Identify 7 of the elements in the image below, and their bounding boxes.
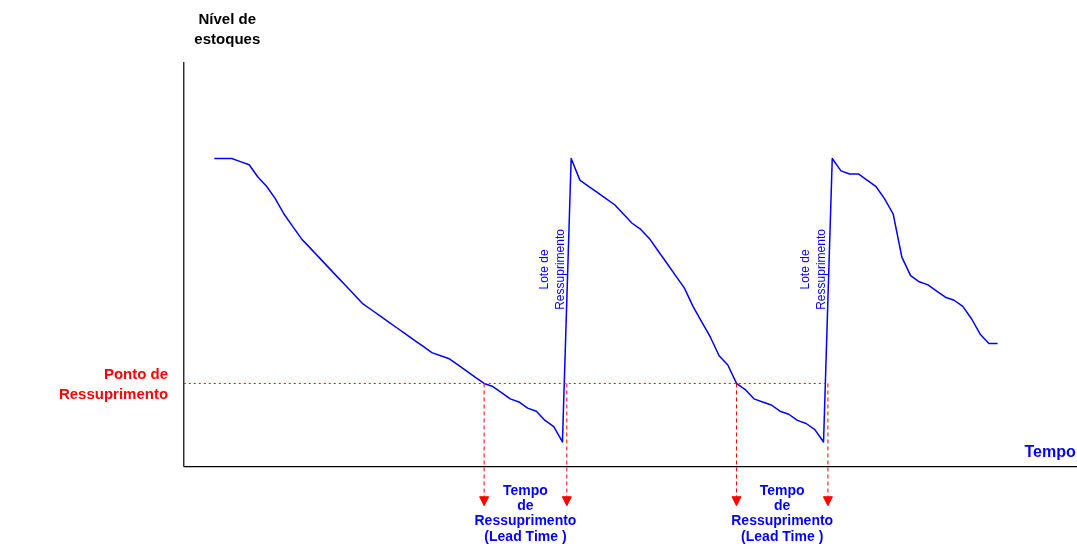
ref-line-label: Ponto de Ressuprimento: [58, 364, 169, 403]
text: Tempo de Ressuprimento (Lead Time ): [474, 482, 577, 544]
annotation: Lote de Ressuprimento: [797, 228, 829, 310]
annotation: Lote de Ressuprimento: [536, 228, 568, 310]
text: Nível de estoques: [194, 9, 261, 48]
x-axis-title: Tempo: [1024, 443, 1076, 461]
text: Tempo de Ressuprimento (Lead Time ): [731, 482, 834, 544]
